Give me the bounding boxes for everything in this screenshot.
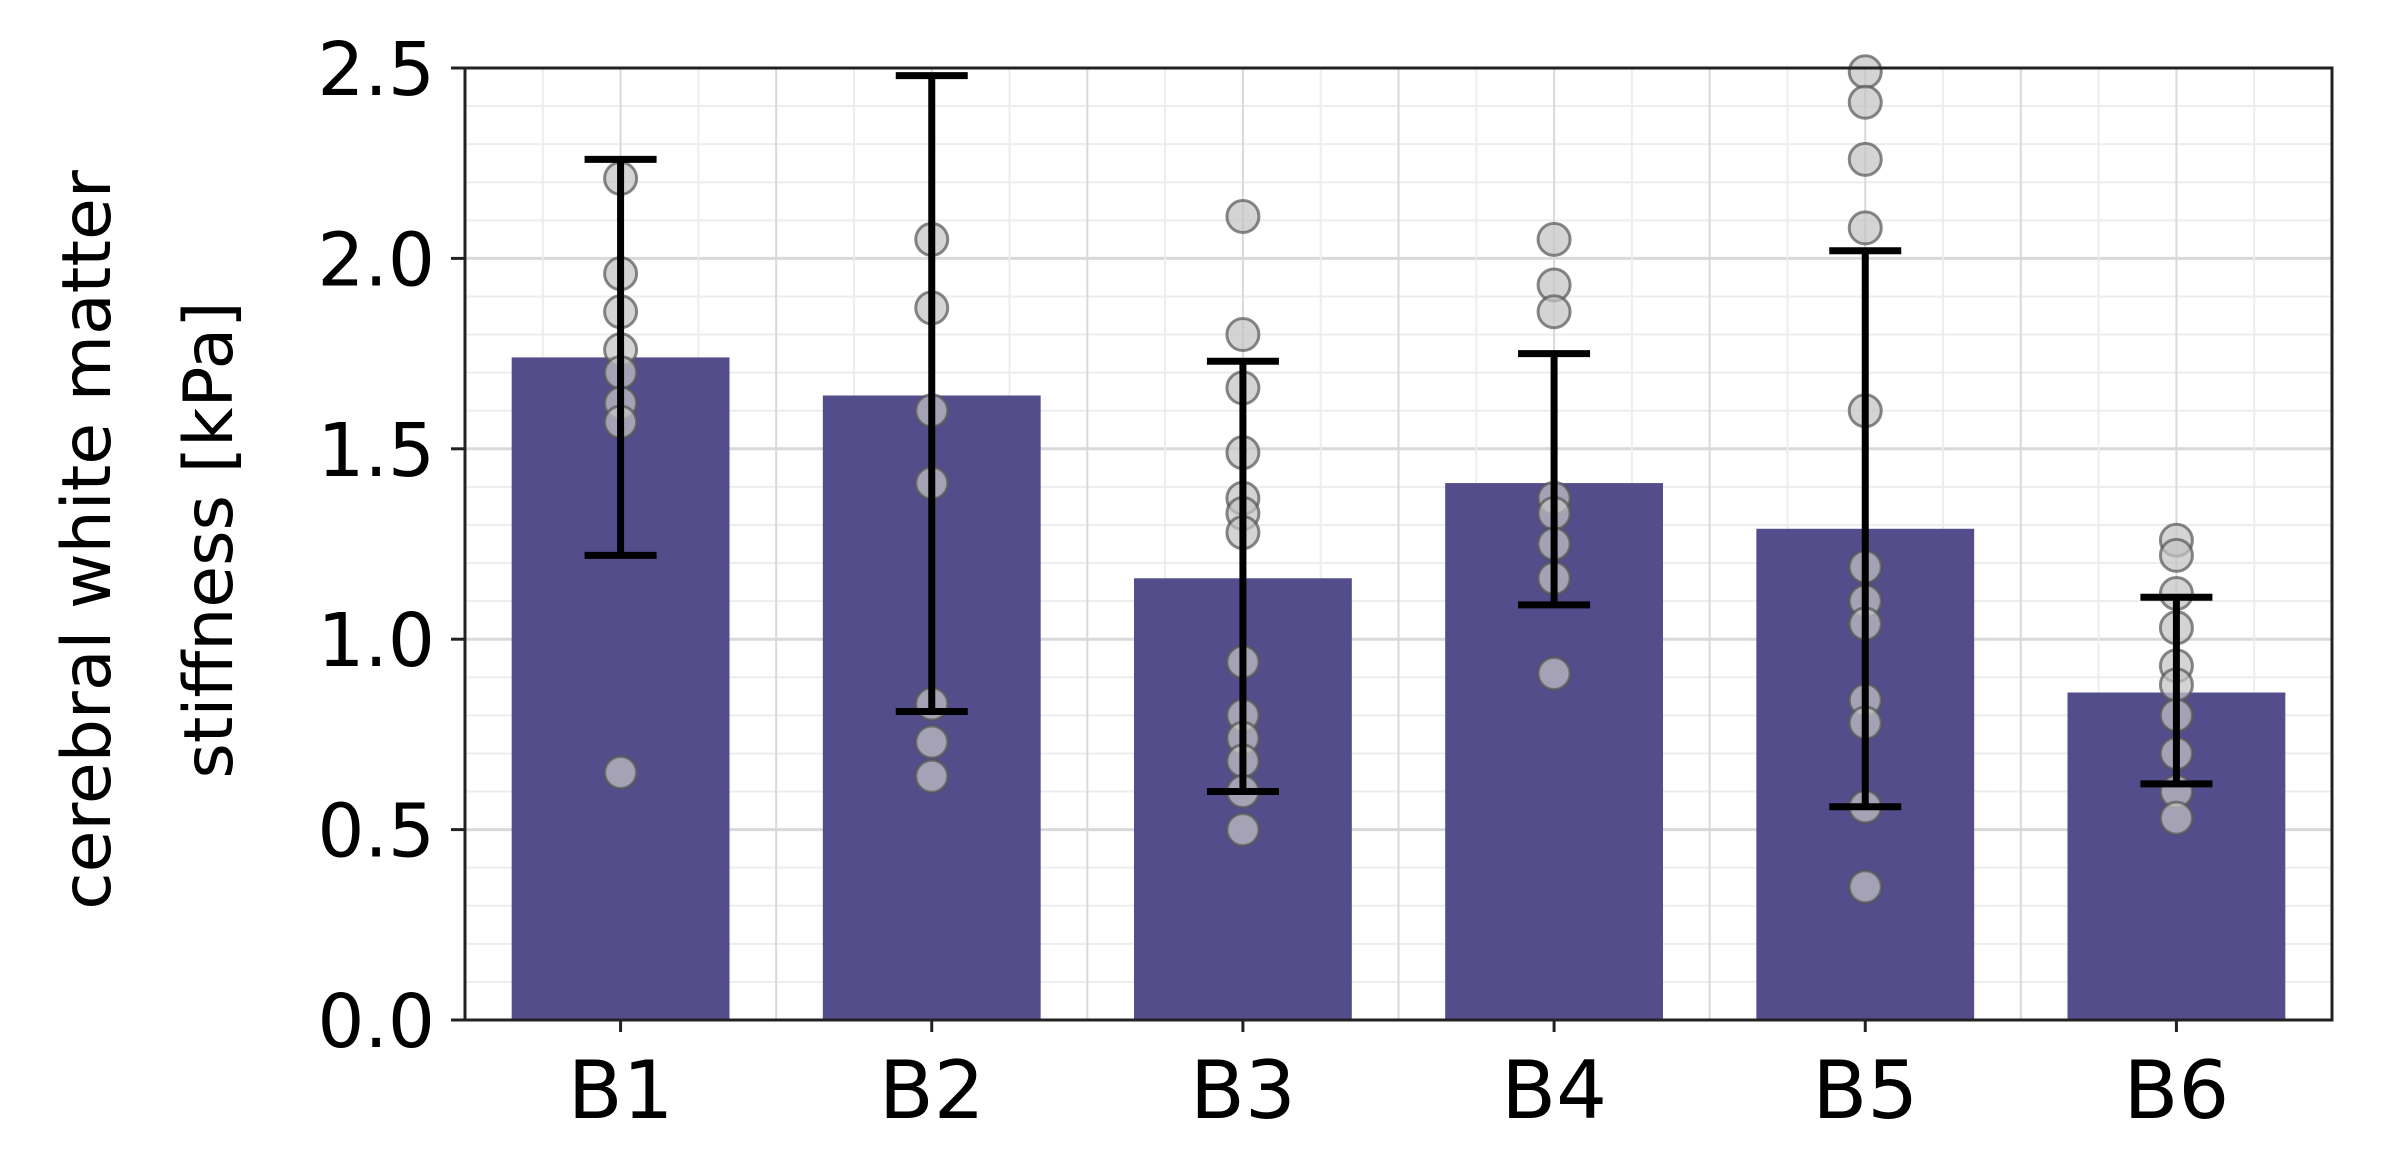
data-point-b1-7 [603, 754, 639, 790]
y-tick-label: 0.5 [317, 789, 435, 875]
error-bar-b5 [1829, 247, 1902, 811]
data-point-b6-9 [2158, 800, 2194, 836]
error-bar-b2 [895, 72, 968, 716]
data-point-b5-1 [1847, 84, 1883, 120]
error-bar-b3 [1206, 357, 1279, 796]
data-point-b3-1 [1225, 317, 1261, 353]
grid [464, 66, 2333, 1022]
data-point-b4-2 [1536, 294, 1572, 330]
data-point-b5-11 [1847, 869, 1883, 905]
x-axis-ticks: B1 B2 B3 B4 B5 B6 [568, 1020, 2230, 1137]
y-axis-label: cerebral white matter stiffness [kPa] [48, 170, 249, 910]
data-point-b4-0 [1536, 221, 1572, 257]
data-point-b2-5 [914, 724, 950, 760]
error-bar-b4 [1518, 350, 1591, 609]
x-tick-label-b2: B2 [879, 1044, 985, 1137]
data-point-b6-1 [2158, 537, 2194, 573]
data-point-b3-0 [1225, 199, 1261, 235]
y-tick-label: 1.5 [317, 408, 435, 494]
y-axis-ticks: 0.0 0.5 1.0 1.5 2.0 2.5 [317, 27, 465, 1065]
data-point-b5-0 [1847, 54, 1883, 90]
plot-frame [463, 66, 2334, 1022]
data-point-b3-12 [1225, 812, 1261, 848]
x-tick-label-b3: B3 [1190, 1044, 1296, 1137]
data-point-b4-7 [1536, 655, 1572, 691]
y-tick-label: 2.0 [317, 217, 435, 303]
x-tick-label-b4: B4 [1501, 1044, 1607, 1137]
x-tick-label-b1: B1 [568, 1044, 674, 1137]
data-point-b5-3 [1847, 210, 1883, 246]
error-bar-b6 [2140, 593, 2213, 788]
y-tick-label: 2.5 [317, 27, 435, 113]
data-point-b5-2 [1847, 141, 1883, 177]
x-tick-label-b6: B6 [2124, 1044, 2230, 1137]
error-bars [584, 72, 2213, 811]
y-tick-label: 1.0 [317, 598, 435, 684]
x-tick-label-b5: B5 [1812, 1044, 1918, 1137]
y-axis-label-line-1: cerebral white matter [48, 170, 127, 910]
error-bar-b1 [584, 155, 657, 559]
y-axis-label-line-2: stiffness [kPa] [170, 301, 249, 778]
y-tick-label: 0.0 [317, 979, 435, 1065]
data-point-b2-6 [914, 758, 950, 794]
